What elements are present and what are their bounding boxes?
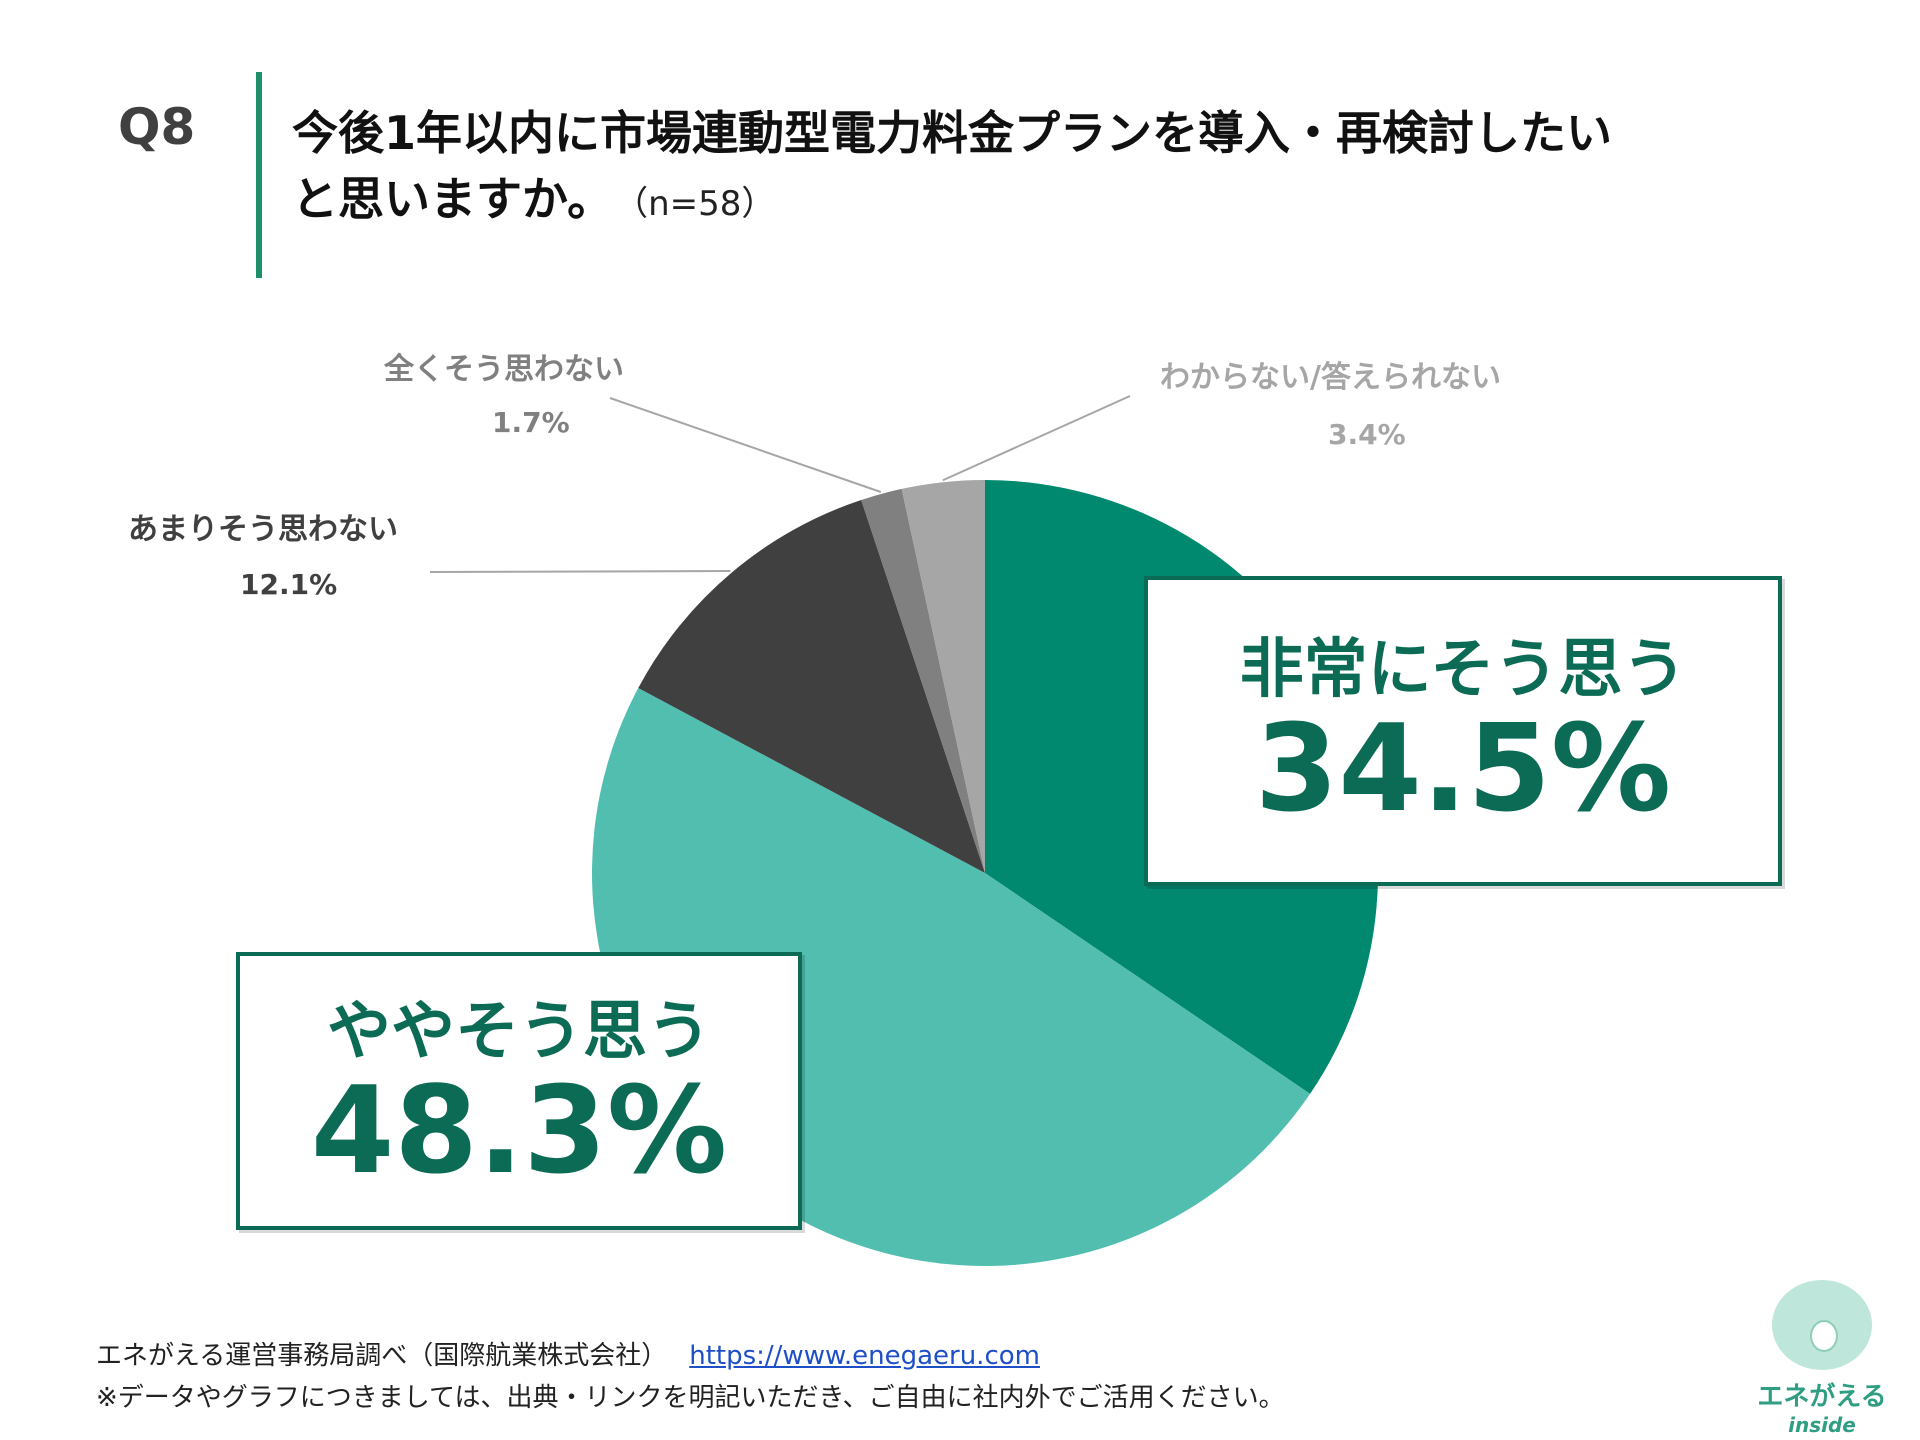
callout-strongly-agree-pct: 34.5%: [1254, 700, 1672, 839]
pct-strongly-disagree: 1.7%: [492, 406, 570, 439]
lightbulb-icon: [1810, 1320, 1838, 1352]
pct-somewhat-disagree: 12.1%: [240, 568, 338, 601]
pie-slice-4: [901, 480, 985, 873]
callout-somewhat-agree: ややそう思う 48.3%: [236, 952, 802, 1230]
pie-slice-3: [861, 488, 985, 873]
title-line-1: 今後1年以内に市場連動型電力料金プランを導入・再検討したい: [292, 106, 1613, 160]
page-title: 今後1年以内に市場連動型電力料金プランを導入・再検討したい と思いますか。 （n=…: [292, 100, 1792, 237]
footer-source-line: エネがえる運営事務局調べ（国際航業株式会社） https://www.enegae…: [96, 1335, 1040, 1372]
footer-note: ※データやグラフにつきましては、出典・リンクを明記いただき、ご自由に社内外でご活…: [96, 1383, 1285, 1413]
callout-strongly-agree-label: 非常にそう思う: [1239, 633, 1687, 707]
logo-mascot-icon: [1772, 1280, 1872, 1370]
callout-somewhat-agree-pct: 48.3%: [310, 1062, 728, 1201]
logo-sub: inside: [1788, 1413, 1856, 1437]
leader-line-4: [942, 395, 1131, 482]
label-somewhat-disagree: あまりそう思わない: [128, 512, 398, 547]
accent-divider: [256, 72, 262, 278]
leader-line-3: [609, 397, 882, 493]
label-dont-know: わからない/答えられない: [1160, 360, 1501, 395]
brand-logo: エネがえる inside: [1752, 1280, 1892, 1437]
leader-line-2: [429, 570, 731, 573]
title-line-2-text: と思いますか。: [292, 172, 614, 226]
title-line-2: と思いますか。 （n=58）: [292, 166, 1792, 237]
callout-somewhat-agree-label: ややそう思う: [327, 995, 711, 1069]
callout-strongly-agree: 非常にそう思う 34.5%: [1144, 576, 1782, 886]
footer-source: エネがえる運営事務局調べ（国際航業株式会社）: [96, 1341, 668, 1371]
question-number: Q8: [118, 98, 196, 156]
pct-dont-know: 3.4%: [1328, 418, 1406, 451]
label-strongly-disagree: 全くそう思わない: [384, 352, 624, 387]
logo-brand: エネがえる: [1757, 1382, 1887, 1412]
sample-size: （n=58）: [631, 184, 776, 224]
footer-link[interactable]: https://www.enegaeru.com: [689, 1341, 1040, 1371]
pie-slice-2: [638, 500, 985, 873]
